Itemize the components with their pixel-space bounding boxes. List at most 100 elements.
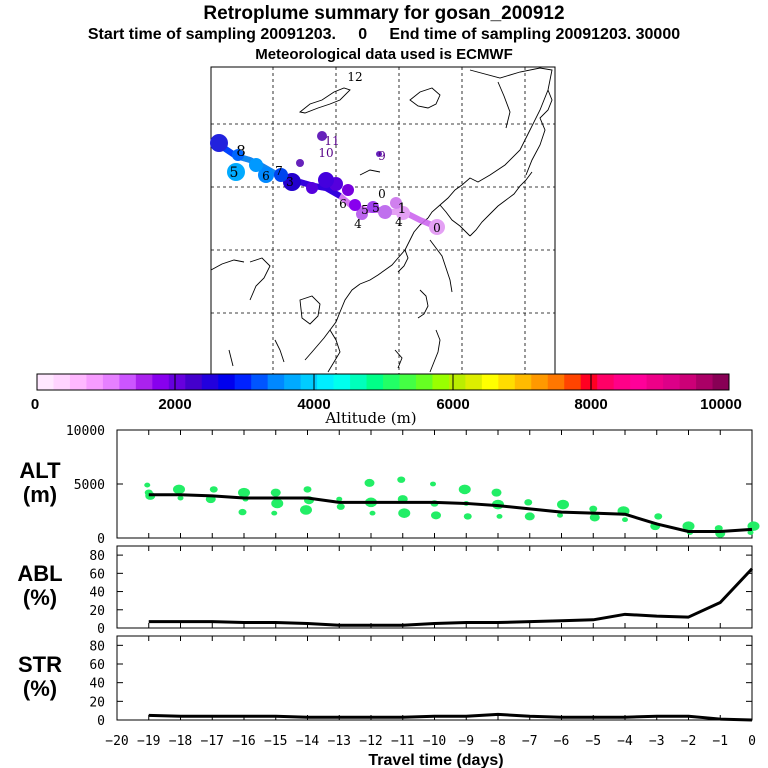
- series-line: [148, 712, 753, 722]
- plume-marker: [258, 167, 274, 183]
- x-tick-label: −8: [490, 734, 506, 749]
- x-tick-label: −10: [423, 734, 446, 749]
- y-tick-label: 10000: [66, 424, 105, 439]
- colorbar-cell: [284, 374, 302, 390]
- x-tick-label: −11: [391, 734, 414, 749]
- x-tick-label: −12: [359, 734, 382, 749]
- colorbar-cell: [267, 374, 285, 390]
- scatter-point: [557, 512, 563, 518]
- colorbar-tick-label: 10000: [700, 396, 742, 413]
- retroplume-map: 12 11 10 9 8 5 6 7 3 6 5 4 0 5 4 1 0: [210, 66, 556, 376]
- scatter-point: [524, 512, 535, 521]
- colorbar-cell: [613, 374, 631, 390]
- map-label: 8: [236, 142, 246, 160]
- colorbar-cell: [481, 374, 499, 390]
- colorbar-tick-label: 6000: [436, 396, 469, 413]
- colorbar-cell: [185, 374, 203, 390]
- map-label: 5: [230, 165, 239, 181]
- colorbar-cell: [86, 374, 104, 390]
- x-tick-label: 0: [748, 734, 756, 749]
- panel-label: STR: [18, 652, 62, 677]
- colorbar-cell: [547, 374, 565, 390]
- colorbar-cell: [234, 374, 252, 390]
- plume-marker: [396, 206, 410, 220]
- colorbar-cell: [564, 374, 582, 390]
- x-tick-label: −2: [681, 734, 697, 749]
- colorbar-axis-label: Altitude (m): [324, 409, 416, 427]
- coastlines: [210, 67, 553, 373]
- plume-marker: [378, 205, 392, 219]
- map-day-labels: 12 11 10 9 8 5 6 7 3 6 5 4 0 5 4 1 0: [230, 70, 441, 235]
- scatter-point: [270, 488, 281, 497]
- met-data-line: Meteorological data used is ECMWF: [255, 46, 513, 63]
- y-tick-label: 60: [89, 658, 105, 673]
- colorbar-cell: [135, 374, 153, 390]
- scatter-point: [463, 513, 472, 520]
- scatter-point: [238, 508, 247, 516]
- scatter-point: [238, 487, 250, 498]
- colorbar-cell: [630, 374, 648, 390]
- x-tick-label: −9: [458, 734, 474, 749]
- colorbar-frame: [36, 373, 730, 391]
- map-label: 6: [262, 169, 270, 183]
- colorbar-cell: [300, 374, 318, 390]
- plume-marker: [367, 201, 379, 213]
- panel-label: (%): [23, 676, 57, 701]
- colorbar-cell: [69, 374, 87, 390]
- colorbar-cell: [317, 374, 334, 390]
- x-tick-label: −5: [585, 734, 601, 749]
- plume-marker: [210, 134, 228, 152]
- scatter-point: [397, 476, 406, 483]
- plume-marker: [349, 199, 361, 211]
- y-tick-label: 60: [89, 567, 105, 582]
- x-tick-label: −20: [105, 734, 128, 749]
- map-label: 0: [378, 187, 386, 201]
- scatter-point: [458, 484, 471, 495]
- colorbar-cell: [514, 374, 532, 390]
- colorbar-cell: [152, 374, 170, 390]
- x-tick-label: −7: [522, 734, 538, 749]
- chart-title: Retroplume summary for gosan_200912: [203, 3, 565, 24]
- colorbar-tick-label: 8000: [574, 396, 607, 413]
- scatter-point: [747, 530, 754, 535]
- panel-label: (%): [23, 585, 57, 610]
- x-tick-label: −18: [169, 734, 192, 749]
- y-tick-label: 40: [89, 586, 105, 601]
- colorbar-cell: [102, 374, 120, 390]
- scatter-point: [589, 513, 600, 522]
- colorbar-cell: [251, 374, 269, 390]
- y-tick-label: 80: [89, 639, 105, 654]
- scatter-point: [682, 521, 695, 531]
- x-tick-label: −6: [554, 734, 570, 749]
- panel-label: (m): [23, 482, 57, 507]
- scatter-point: [271, 510, 278, 516]
- scatter-point: [177, 495, 184, 501]
- colorbar-cell: [53, 374, 71, 390]
- map-frame: [210, 66, 556, 376]
- scatter-point: [369, 510, 376, 516]
- x-tick-label: −3: [649, 734, 665, 749]
- colorbar-cell: [448, 374, 466, 390]
- colorbar-tick-label: 2000: [158, 396, 191, 413]
- panel-label: ABL: [17, 561, 62, 586]
- plume-marker: [306, 182, 318, 194]
- scatter-point: [491, 488, 502, 497]
- colorbar-cell: [218, 374, 236, 390]
- colorbar-cell: [465, 374, 483, 390]
- plume-marker: [249, 158, 263, 172]
- x-tick-label: −1: [712, 734, 728, 749]
- colorbar-cell: [399, 374, 417, 390]
- map-label: 1: [398, 201, 407, 217]
- colorbar-cell: [350, 374, 367, 390]
- colorbar-cell: [580, 374, 598, 390]
- time-series-panels: 1000050000ALT(m)806040200ABL(%)806040200…: [17, 424, 760, 768]
- x-tick-label: −19: [137, 734, 160, 749]
- scatter-point: [336, 503, 345, 510]
- colorbar-cell: [415, 374, 433, 390]
- map-label: 9: [378, 149, 386, 163]
- colorbar-cell: [37, 374, 54, 390]
- scatter-point: [209, 486, 218, 493]
- x-tick-label: −4: [617, 734, 633, 749]
- colorbar-tick-label: 0: [31, 396, 39, 413]
- y-tick-label: 0: [97, 622, 105, 637]
